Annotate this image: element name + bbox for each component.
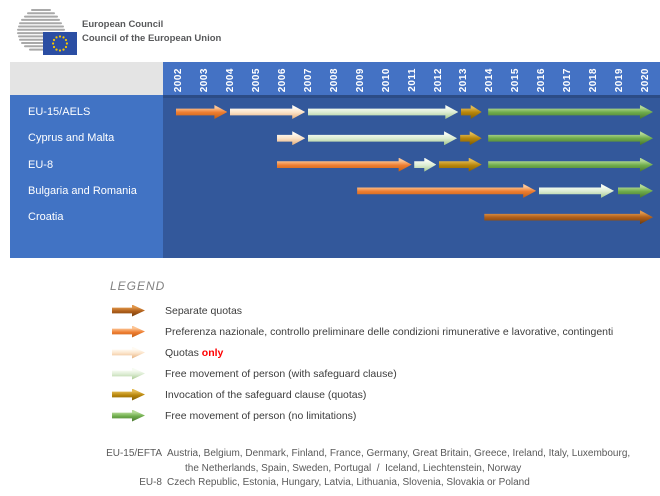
year-label: 2002: [173, 67, 184, 92]
legend-item-label: Preferenza nazionale, controllo prelimin…: [165, 325, 614, 338]
footnote-definition-continued: the Netherlands, Spain, Sweden, Portugal…: [185, 462, 522, 474]
year-label: 2009: [354, 67, 366, 92]
arrow-safeguard-invoked: [439, 158, 482, 172]
arrow-quotas-only: [112, 347, 145, 359]
arrow-quotas-only: [277, 131, 306, 145]
chart-header: 2002 2003 2004 2005 2006 2007 2008 2009 2010 2011…: [10, 62, 660, 95]
arrow-fmp-safeguard: [112, 368, 145, 380]
year-label: 2016: [536, 67, 548, 92]
legend-item: Free movement of person (with safeguard …: [112, 363, 613, 384]
legend-item-label: Quotas only: [165, 346, 224, 359]
arrow-preferenza-nazionale: [112, 326, 145, 338]
year-label: 2008: [328, 67, 340, 92]
legend-item-label: Free movement of person (with safeguard …: [165, 367, 397, 380]
row-label: EU-15/AELS: [28, 106, 91, 118]
legend-item: Separate quotas: [112, 300, 613, 321]
arrow-fmp-no-limit: [488, 105, 653, 119]
year-label: 2004: [224, 67, 236, 92]
legend-item: Preferenza nazionale, controllo prelimin…: [112, 321, 613, 342]
row-label: Cyprus and Malta: [28, 132, 115, 145]
legend-item-label: Invocation of the safeguard clause (quot…: [165, 388, 367, 401]
year-label: 2003: [198, 67, 210, 92]
legend: Separate quotas Preferenza nazionale, con…: [112, 300, 613, 426]
legend-item: Quotas only: [112, 342, 613, 363]
year-label: 2017: [562, 67, 574, 92]
year-label: 2007: [302, 67, 314, 92]
arrow-separate-quotas: [484, 210, 653, 224]
year-label: 2005: [250, 67, 262, 92]
eu-flag-icon: [43, 32, 77, 55]
year-label: 2015: [510, 67, 522, 92]
year-label: 2012: [432, 67, 444, 92]
arrow-safeguard-invoked: [461, 105, 482, 119]
year-label: 2010: [380, 67, 392, 92]
footnote-definition: Austria, Belgium, Denmark, Finland, Fran…: [167, 448, 631, 459]
legend-item-label-highlight: only: [201, 346, 224, 359]
footnote-definition: Czech Republic, Estonia, Hungary, Latvia…: [167, 477, 530, 488]
arrow-fmp-safeguard: [308, 105, 459, 119]
year-label: 2019: [614, 67, 626, 92]
row-label-column: EU-15/AELS Cyprus and Malta EU-8 Bulgaria a…: [10, 95, 163, 258]
arrow-separate-quotas: [112, 305, 145, 317]
org-name: European Council Council of the European…: [82, 18, 221, 46]
arrow-fmp-no-limit: [112, 410, 145, 422]
legend-item: Invocation of the safeguard clause (quot…: [112, 384, 613, 405]
arrow-fmp-safeguard: [539, 184, 614, 198]
footnote-row: EU-15/EFTA Austria, Belgium, Denmark, Fin…: [0, 447, 660, 462]
year-label: 2014: [484, 67, 496, 92]
footnotes: EU-15/EFTA Austria, Belgium, Denmark, Fin…: [0, 447, 660, 491]
arrow-fmp-safeguard: [308, 131, 457, 145]
arrow-fmp-no-limit: [618, 184, 653, 198]
legend-item: Free movement of person (no limitations): [112, 405, 613, 426]
year-axis: 2002 2003 2004 2005 2006 2007 2008 2009 2010 2011…: [163, 62, 660, 95]
chart-body: EU-15/AELS Cyprus and Malta EU-8 Bulgaria a…: [10, 95, 660, 258]
timeline-chart: 2002 2003 2004 2005 2006 2007 2008 2009 2010 2011…: [10, 62, 660, 258]
arrow-safeguard-invoked: [460, 131, 482, 145]
footnote-term: EU-8: [139, 477, 162, 488]
arrow-fmp-no-limit: [488, 131, 653, 145]
row-label: Croatia: [28, 211, 64, 224]
arrow-quotas-only: [230, 105, 305, 119]
row-label: Bulgaria and Romania: [28, 184, 137, 197]
year-label: 2020: [640, 67, 652, 92]
year-label: 2006: [276, 67, 288, 92]
arrow-preferenza-nazionale: [277, 158, 412, 172]
footnote-row: EU-8 Czech Republic, Estonia, Hungary, La…: [0, 476, 660, 491]
chart-header-corner: [10, 62, 163, 95]
year-label: 2011: [406, 68, 418, 92]
arrow-preferenza-nazionale: [357, 184, 536, 198]
org-name-line2: Council of the European Union: [82, 33, 222, 44]
arrow-fmp-safeguard: [414, 158, 436, 172]
legend-item-label: Separate quotas: [165, 304, 243, 317]
year-label: 2018: [588, 67, 600, 92]
timeline-area: [163, 95, 660, 258]
arrow-preferenza-nazionale: [176, 105, 228, 119]
row-label: EU-8: [28, 158, 54, 171]
org-name-line1: European Council: [82, 19, 164, 30]
legend-item-label: Free movement of person (no limitations): [165, 409, 357, 422]
arrow-fmp-no-limit: [488, 158, 653, 172]
footnote-term: EU-15/EFTA: [106, 448, 162, 459]
arrow-safeguard-invoked: [112, 389, 145, 401]
year-label: 2013: [458, 67, 470, 92]
legend-title: LEGEND: [110, 279, 166, 293]
